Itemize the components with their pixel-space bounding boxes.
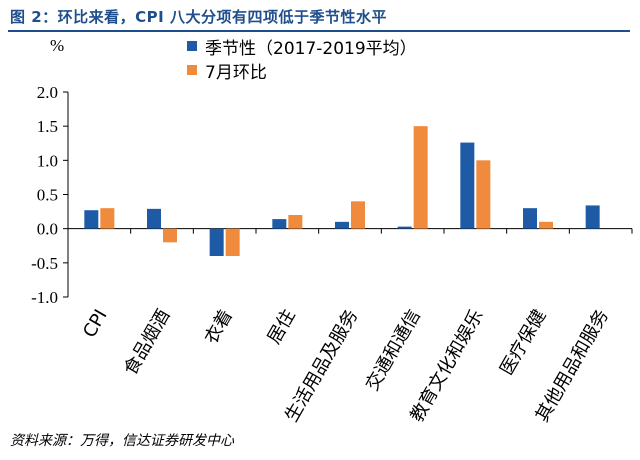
bar-seasonal-6 [460, 142, 475, 229]
legend-swatch-july [187, 65, 197, 75]
x-tick-label: 衣着 [201, 306, 237, 348]
bar-seasonal-0 [84, 210, 99, 229]
legend-label-july: 7月环比 [205, 62, 267, 83]
legend-swatch-seasonal [187, 41, 197, 51]
y-tick-label: 1.0 [37, 151, 58, 170]
figure-title: 图 2：环比来看，CPI 八大分项有四项低于季节性水平 [10, 8, 387, 26]
bar-seasonal-3 [272, 219, 287, 229]
bar-seasonal-7 [523, 208, 537, 229]
y-tick-label: 2.0 [37, 83, 58, 102]
bar-seasonal-2 [209, 228, 224, 256]
bar-seasonal-5 [397, 226, 412, 229]
bar-july-4 [351, 201, 365, 229]
bar-seasonal-1 [147, 208, 161, 229]
bar-seasonal-8 [585, 205, 600, 229]
y-axis-unit: % [50, 36, 65, 55]
x-tick-label: 医疗保健 [496, 306, 550, 379]
x-tick-label: 食品烟酒 [120, 306, 174, 379]
title-rule [8, 30, 630, 32]
bar-july-2 [225, 228, 240, 256]
chart-legend: 季节性（2017-2019平均） 7月环比 [187, 34, 417, 83]
x-tick-label: CPI [79, 306, 112, 341]
bar-july-5 [413, 126, 428, 229]
bar-july-3 [288, 215, 303, 229]
y-tick-label: -0.5 [31, 254, 58, 273]
bar-july-7 [539, 221, 553, 229]
bar-july-1 [163, 228, 177, 243]
bar-july-6 [476, 160, 491, 229]
y-tick-label: 1.5 [37, 117, 58, 136]
y-tick-label: 0.5 [37, 186, 58, 205]
legend-label-seasonal: 季节性（2017-2019平均） [205, 38, 417, 59]
y-tick-label: -1.0 [31, 288, 58, 307]
source-note: 资料来源：万得，信达证券研发中心 [10, 433, 234, 449]
bar-july-0 [100, 208, 115, 229]
legend-item-seasonal: 季节性（2017-2019平均） [187, 34, 417, 59]
y-tick-label: 0.0 [37, 220, 58, 239]
legend-item-july: 7月环比 [187, 58, 417, 83]
bar-seasonal-4 [335, 221, 349, 229]
x-tick-label: 居住 [263, 306, 299, 348]
x-tick-label: 交通和通信 [362, 306, 425, 394]
